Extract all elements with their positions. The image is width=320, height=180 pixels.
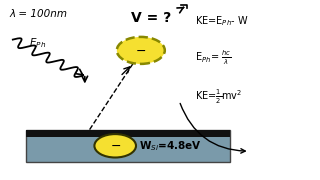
Text: W$_{Si}$=4.8eV: W$_{Si}$=4.8eV: [139, 139, 202, 153]
Text: E$_{Ph}$: E$_{Ph}$: [29, 36, 46, 50]
Text: E$_{Ph}$= $\frac{hc}{\lambda}$: E$_{Ph}$= $\frac{hc}{\lambda}$: [195, 48, 232, 67]
Text: $-$: $-$: [135, 44, 146, 57]
Bar: [26, 130, 230, 162]
Text: V = ?: V = ?: [131, 11, 172, 25]
Text: KE=E$_{Ph}$- W: KE=E$_{Ph}$- W: [195, 15, 249, 28]
Text: KE=$\frac{1}{2}$mv$^{2}$: KE=$\frac{1}{2}$mv$^{2}$: [195, 88, 243, 106]
FancyArrowPatch shape: [180, 103, 245, 153]
Text: $-$: $-$: [110, 139, 121, 152]
Bar: [26, 130, 230, 137]
Circle shape: [117, 37, 165, 64]
Text: λ = 100nm: λ = 100nm: [10, 9, 68, 19]
Circle shape: [94, 134, 136, 158]
